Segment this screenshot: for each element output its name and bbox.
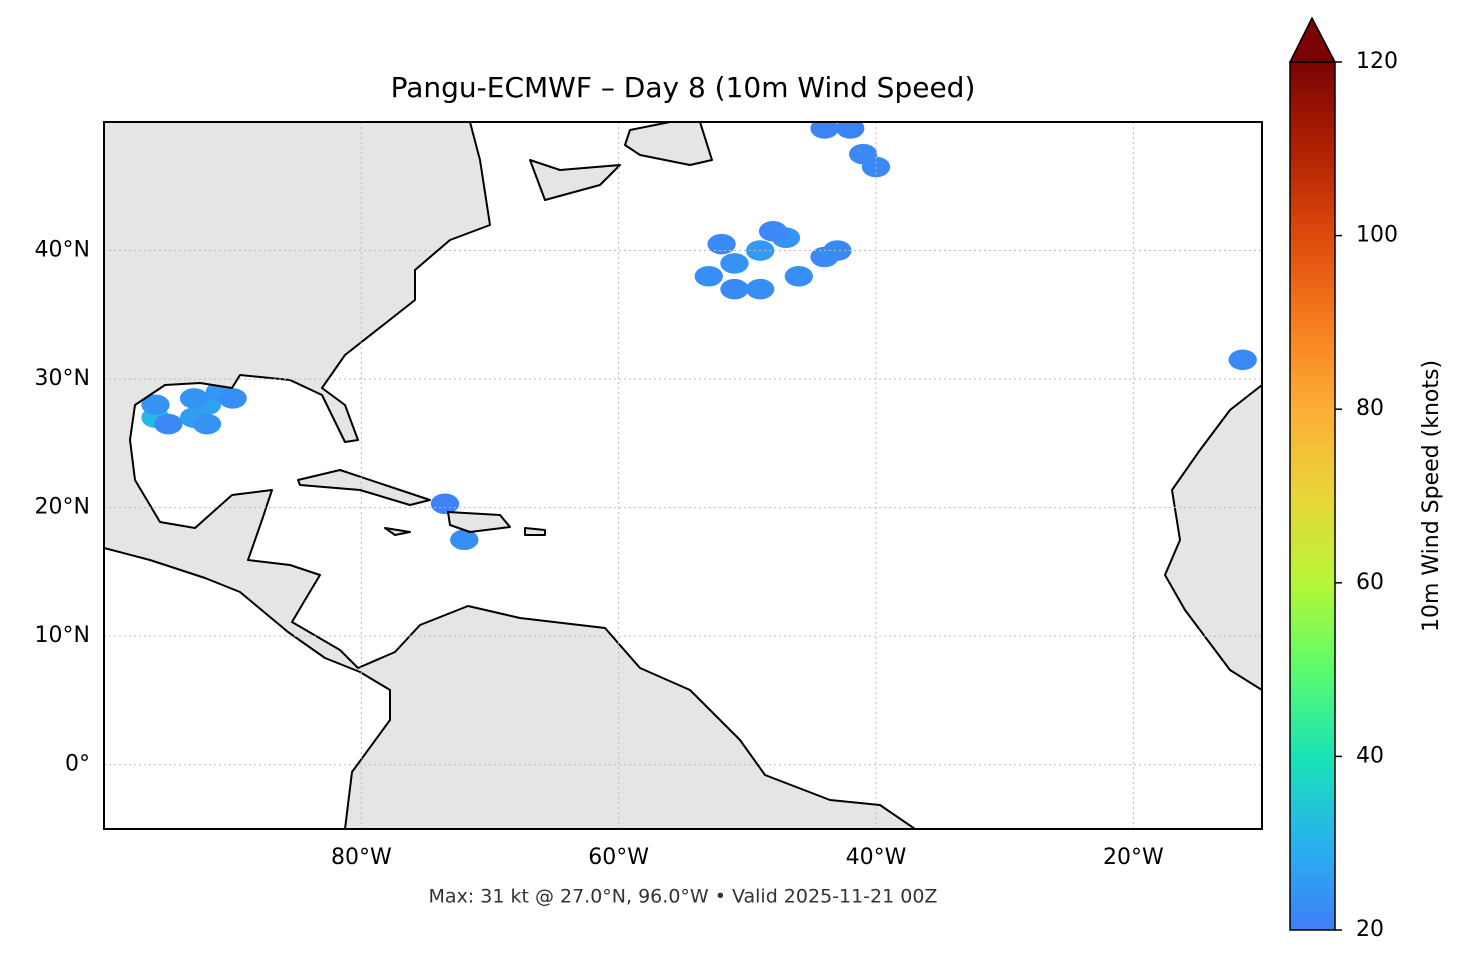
wind-cell (450, 529, 479, 551)
map-frame (103, 121, 1263, 830)
americas (104, 122, 916, 829)
jamaica (384, 527, 411, 536)
colorbar-tick-label: 80 (1356, 396, 1384, 421)
y-tick-label: 0° (65, 752, 90, 777)
cuba (297, 469, 431, 506)
wind-cell (154, 413, 183, 435)
y-tick-label: 40°N (35, 238, 90, 263)
colorbar (1289, 61, 1336, 931)
newfoundland (624, 122, 713, 166)
wind-cell (694, 265, 723, 287)
wind-cell (1228, 349, 1257, 371)
wind-cell (784, 265, 813, 287)
wind-cell (758, 220, 788, 242)
wind-cell (823, 240, 852, 261)
wind-cell (861, 156, 891, 178)
colorbar-tick-label: 20 (1356, 917, 1384, 942)
wind-cell (810, 122, 839, 139)
africa (1164, 384, 1262, 691)
map (104, 122, 1262, 829)
colorbar-label: 10m Wind Speed (knots) (1419, 360, 1444, 632)
colorbar-tick-label: 40 (1356, 743, 1384, 768)
y-tick-label: 20°N (35, 495, 90, 520)
wind-cell (720, 253, 749, 274)
y-tick-label: 10°N (35, 623, 90, 648)
puerto-rico (524, 527, 546, 536)
colorbar-tick-label: 60 (1356, 570, 1384, 595)
x-tick-label: 40°W (846, 845, 907, 870)
x-tick-label: 80°W (331, 845, 392, 870)
colorbar-tick-label: 100 (1356, 223, 1398, 248)
wind-cell (141, 394, 170, 416)
wind-cell (430, 493, 460, 515)
wind-cell (707, 233, 736, 255)
x-tick-label: 60°W (588, 845, 649, 870)
chart-title: Pangu-ECMWF – Day 8 (10m Wind Speed) (391, 71, 976, 104)
colorbar-extend (1288, 16, 1337, 63)
wind-cell (836, 122, 865, 139)
wind-cell (746, 278, 775, 300)
annotation: Max: 31 kt @ 27.0°N, 96.0°W • Valid 2025… (429, 886, 938, 908)
colorbar-tick-label: 120 (1356, 49, 1398, 74)
x-tick-label: 20°W (1103, 845, 1164, 870)
wind-cell (179, 388, 209, 409)
y-tick-label: 30°N (35, 366, 90, 391)
wind-cell (218, 388, 247, 409)
maritimes (529, 159, 621, 201)
hispaniola (447, 511, 511, 533)
wind-cell (192, 413, 222, 435)
wind-cell (720, 278, 749, 300)
